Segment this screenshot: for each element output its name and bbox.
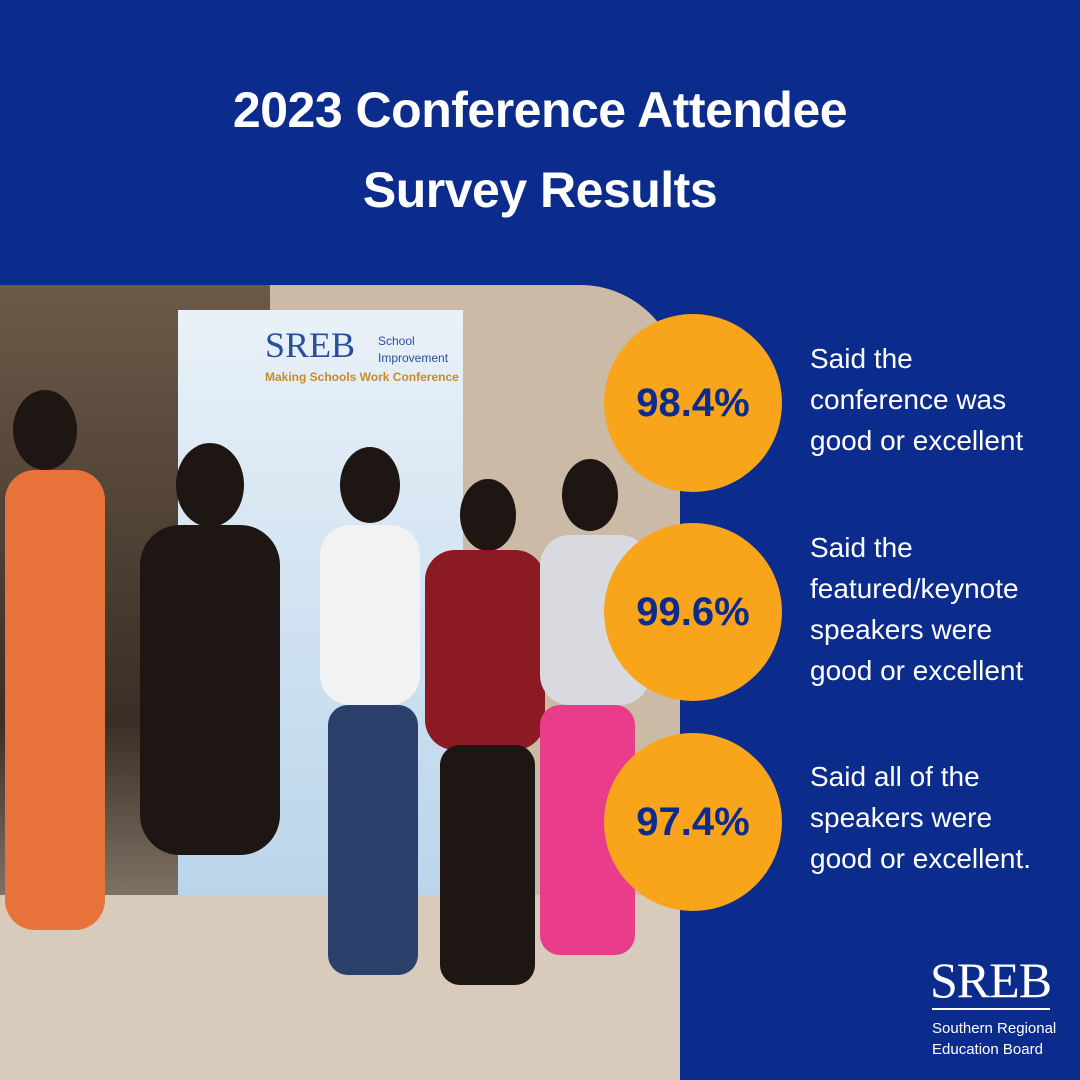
sign-unit: School bbox=[378, 334, 415, 348]
org-name: Southern Regional Education Board bbox=[932, 1018, 1056, 1060]
stat-description: Said the conference was good or excellent bbox=[810, 338, 1023, 461]
stat-circle: 99.6% bbox=[604, 523, 782, 701]
sign-event: Making Schools Work Conference bbox=[265, 370, 459, 384]
org-line: Southern Regional bbox=[932, 1020, 1057, 1037]
title-line: Survey Results bbox=[362, 162, 718, 218]
description-line: speakers were bbox=[810, 614, 993, 645]
description-line: good or excellent bbox=[810, 425, 1024, 456]
stat-description: Said the featured/keynote speakers were goo… bbox=[810, 527, 1023, 691]
title: 2023 Conference Attendee Survey Results bbox=[0, 70, 1080, 230]
description-line: Said all of the bbox=[810, 761, 980, 792]
description-line: featured/keynote bbox=[810, 573, 1019, 604]
sign-unit: Improvement bbox=[378, 351, 449, 365]
description-line: speakers were bbox=[810, 802, 993, 833]
org-line: Education Board bbox=[932, 1041, 1043, 1058]
sign-logo: SREB bbox=[265, 325, 355, 365]
stat-circle: 97.4% bbox=[604, 733, 782, 911]
logo: SREB bbox=[930, 952, 1052, 1008]
title-line: 2023 Conference Attendee bbox=[232, 82, 848, 138]
description-line: conference was bbox=[810, 384, 1007, 415]
description-line: Said the bbox=[810, 343, 913, 374]
description-line: Said the bbox=[810, 532, 913, 563]
description-line: good or excellent. bbox=[810, 843, 1032, 874]
stat-description: Said all of the speakers were good or exce… bbox=[810, 756, 1031, 879]
stat-circle: 98.4% bbox=[604, 314, 782, 492]
description-line: good or excellent bbox=[810, 655, 1024, 686]
logo-rule bbox=[932, 1008, 1050, 1010]
